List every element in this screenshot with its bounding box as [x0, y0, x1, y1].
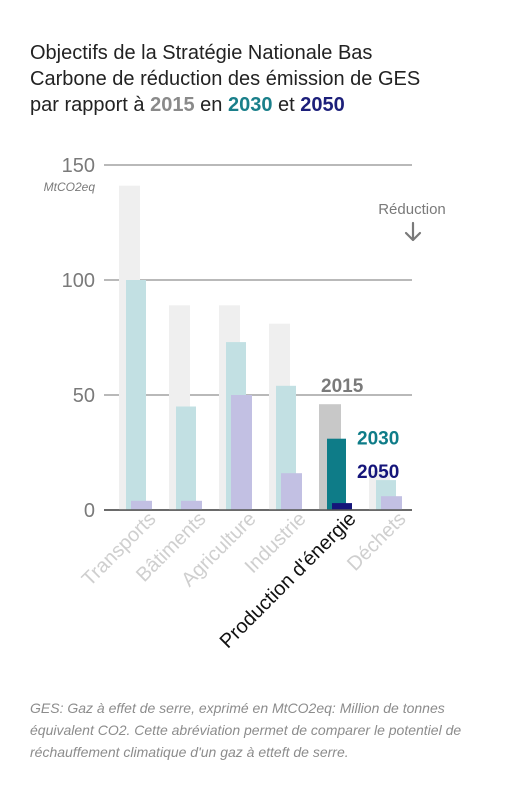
bar-chart: 050100150MtCO2eqRéductionTransportsBâtim…	[44, 155, 446, 653]
title-line-2: Carbone de réduction des émission de GES	[30, 68, 421, 90]
title-line-3-prefix: par rapport à	[30, 94, 145, 116]
footnote: GES: Gaz à effet de serre, exprimé en Mt…	[30, 700, 462, 760]
title-line-1: Objectifs de la Stratégie Nationale Bas	[30, 42, 373, 64]
series-label-2030: 2030	[357, 429, 399, 450]
title-word-en: en	[200, 94, 223, 116]
title-word-et: et	[278, 94, 295, 116]
y-tick-label-50: 50	[73, 385, 95, 407]
bar-production-d-energie-2030	[327, 438, 346, 510]
bar-production-d-energie-2050	[332, 503, 352, 510]
reduction-arrow-icon	[404, 221, 422, 242]
bar-industrie-2050	[281, 473, 302, 510]
title-year-2050: 2050	[300, 94, 345, 116]
bar-batiments-2030	[176, 406, 196, 510]
bar-batiments-2050	[181, 500, 202, 510]
title-year-2015: 2015	[150, 94, 195, 116]
y-tick-label-100: 100	[62, 270, 95, 292]
reduction-label: Réduction	[378, 201, 446, 218]
series-label-2050: 2050	[357, 462, 399, 483]
chart-title: Objectifs de la Stratégie Nationale Bas …	[30, 40, 500, 118]
y-tick-label-0: 0	[84, 500, 95, 522]
bar-dechets-2050	[381, 496, 402, 510]
title-year-2030: 2030	[227, 94, 273, 116]
bar-agriculture-2050	[231, 395, 252, 510]
y-tick-label-150: 150	[62, 155, 95, 177]
bar-transports-2050	[131, 500, 152, 510]
series-label-2015: 2015	[321, 376, 364, 397]
unit-label: MtCO2eq	[44, 180, 96, 194]
bar-transports-2030	[126, 280, 146, 510]
